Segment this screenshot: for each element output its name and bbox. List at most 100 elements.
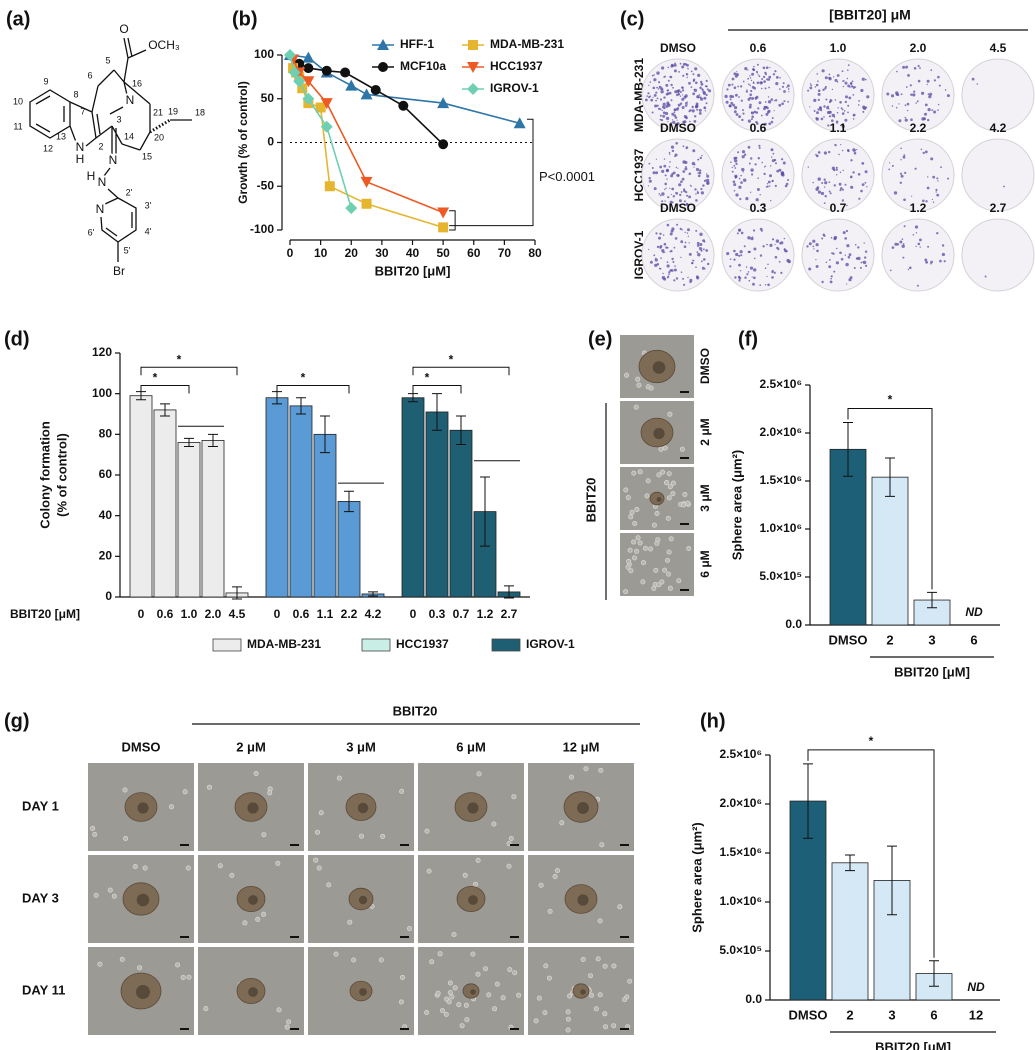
colony: [748, 250, 751, 253]
colony: [834, 99, 837, 101]
error-bar: [456, 415, 466, 445]
bar: [177, 442, 201, 598]
colony: [648, 96, 651, 99]
colony: [846, 283, 848, 285]
atom-number: 7: [80, 106, 85, 116]
colony: [926, 83, 928, 86]
colony: [696, 244, 700, 247]
colony: [858, 100, 860, 102]
cell: [667, 585, 673, 591]
colony: [698, 108, 702, 112]
cell: [635, 376, 641, 382]
colony: [695, 102, 699, 106]
colony: [663, 96, 666, 99]
atom-number: 2': [126, 187, 133, 197]
cell: [546, 975, 552, 981]
colony: [735, 193, 739, 197]
colony: [753, 276, 756, 280]
plate-label: 1.2: [910, 201, 927, 215]
cell: [122, 787, 128, 793]
colony: [681, 97, 685, 101]
colony: [666, 276, 670, 279]
colony: [907, 268, 910, 271]
colony: [848, 278, 852, 282]
data-point: [361, 198, 372, 209]
colony: [927, 176, 929, 178]
x-tick-label: 1.1: [317, 607, 334, 621]
sphere-core: [248, 895, 258, 905]
colony: [809, 83, 812, 85]
colony: [740, 174, 742, 177]
cell: [631, 555, 637, 561]
colony: [838, 182, 842, 186]
colony: [904, 171, 907, 174]
significance-star: *: [869, 734, 874, 748]
colony: [656, 71, 660, 75]
atom-label: H: [76, 152, 85, 166]
sphere-core: [580, 989, 586, 995]
colony: [929, 92, 933, 96]
colony: [893, 191, 898, 195]
colony: [692, 73, 695, 76]
sphere-core: [358, 895, 368, 905]
plate-label: 0.6: [750, 121, 767, 135]
colony: [823, 116, 825, 118]
y-axis-label: Sphere area (μm²): [689, 822, 704, 933]
cell: [634, 506, 640, 512]
colony: [688, 172, 692, 176]
colony: [661, 192, 665, 196]
atom-number: 12: [43, 143, 53, 153]
colony: [660, 90, 664, 94]
y-tick-label: -50: [257, 178, 275, 192]
colony: [807, 166, 809, 168]
cell: [399, 788, 405, 794]
cell: [565, 1027, 571, 1033]
colony: [822, 233, 825, 236]
colony: [672, 86, 674, 89]
colony: [683, 245, 687, 248]
plate-label: DMSO: [660, 121, 696, 135]
cell: [664, 557, 670, 563]
panel-label: (h): [700, 710, 726, 732]
colony: [836, 122, 838, 125]
colony: [673, 268, 677, 272]
colony: [828, 100, 832, 104]
colony: [847, 255, 851, 259]
colony: [816, 73, 819, 75]
colony: [755, 111, 759, 114]
colony: [753, 257, 756, 260]
y-axis-label: Sphere area (μm²): [729, 450, 744, 561]
colony: [770, 120, 774, 124]
colony: [675, 142, 678, 145]
colony: [937, 180, 939, 182]
colony: [914, 225, 919, 229]
cell: [568, 774, 574, 780]
colony: [690, 86, 693, 88]
colony: [731, 95, 735, 98]
cell: [648, 385, 654, 391]
bar: [337, 501, 361, 598]
cell: [637, 540, 643, 546]
cell: [644, 493, 650, 499]
colony: [662, 111, 666, 114]
data-point: [437, 97, 450, 109]
grid-header: BBIT20: [393, 703, 438, 718]
colony: [688, 252, 692, 256]
error-bar: [160, 403, 170, 417]
cell: [627, 547, 633, 553]
colony: [670, 249, 673, 253]
cell: [629, 509, 635, 515]
colony: [917, 64, 920, 68]
colony: [904, 104, 907, 107]
colony: [766, 78, 769, 81]
colony: [984, 275, 987, 278]
cell: [399, 974, 405, 980]
colony: [671, 187, 675, 191]
colony: [765, 105, 768, 109]
cell: [512, 970, 518, 976]
data-point: [302, 76, 315, 88]
cell: [668, 536, 674, 542]
colony: [779, 77, 781, 79]
colony: [778, 103, 782, 107]
atom-number: 6: [87, 70, 92, 80]
